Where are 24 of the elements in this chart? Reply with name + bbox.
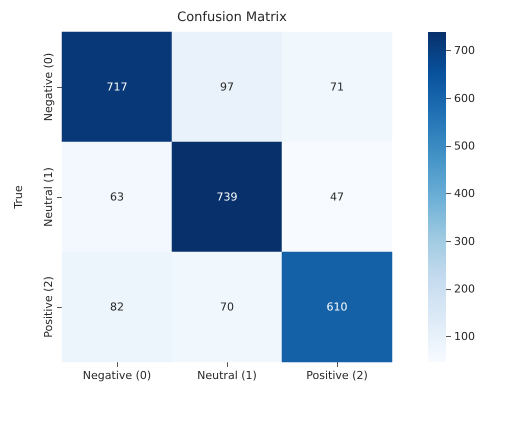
x-tick-label: Positive (2) bbox=[306, 369, 368, 382]
data-label: 610 bbox=[326, 300, 348, 314]
color-bar-label: 300 bbox=[454, 234, 475, 248]
y-tick-label: Positive (2) bbox=[42, 276, 55, 338]
data-label: 717 bbox=[106, 80, 128, 94]
y-tick-label: Negative (0) bbox=[42, 52, 55, 122]
data-label: 47 bbox=[330, 190, 344, 204]
data-label: 71 bbox=[330, 80, 344, 94]
chart-title: Confusion Matrix bbox=[177, 10, 288, 25]
data-label: 97 bbox=[220, 80, 234, 94]
data-label: 63 bbox=[110, 190, 124, 204]
data-label: 739 bbox=[216, 190, 238, 204]
color-bar-label: 100 bbox=[454, 330, 475, 344]
color-bar-label: 500 bbox=[454, 139, 475, 152]
x-tick-label: Negative (0) bbox=[82, 369, 152, 382]
y-axis-title: True bbox=[12, 185, 25, 210]
color-bar-label: 200 bbox=[454, 282, 475, 296]
color-bar-label: 600 bbox=[454, 92, 475, 105]
color-bar-label: 400 bbox=[454, 187, 475, 200]
color-bar-label: 700 bbox=[454, 44, 475, 58]
x-tick-label: Neutral (1) bbox=[197, 369, 257, 382]
data-label: 70 bbox=[220, 300, 234, 314]
y-tick-label: Neutral (1) bbox=[42, 167, 55, 227]
data-label: 82 bbox=[110, 300, 124, 314]
